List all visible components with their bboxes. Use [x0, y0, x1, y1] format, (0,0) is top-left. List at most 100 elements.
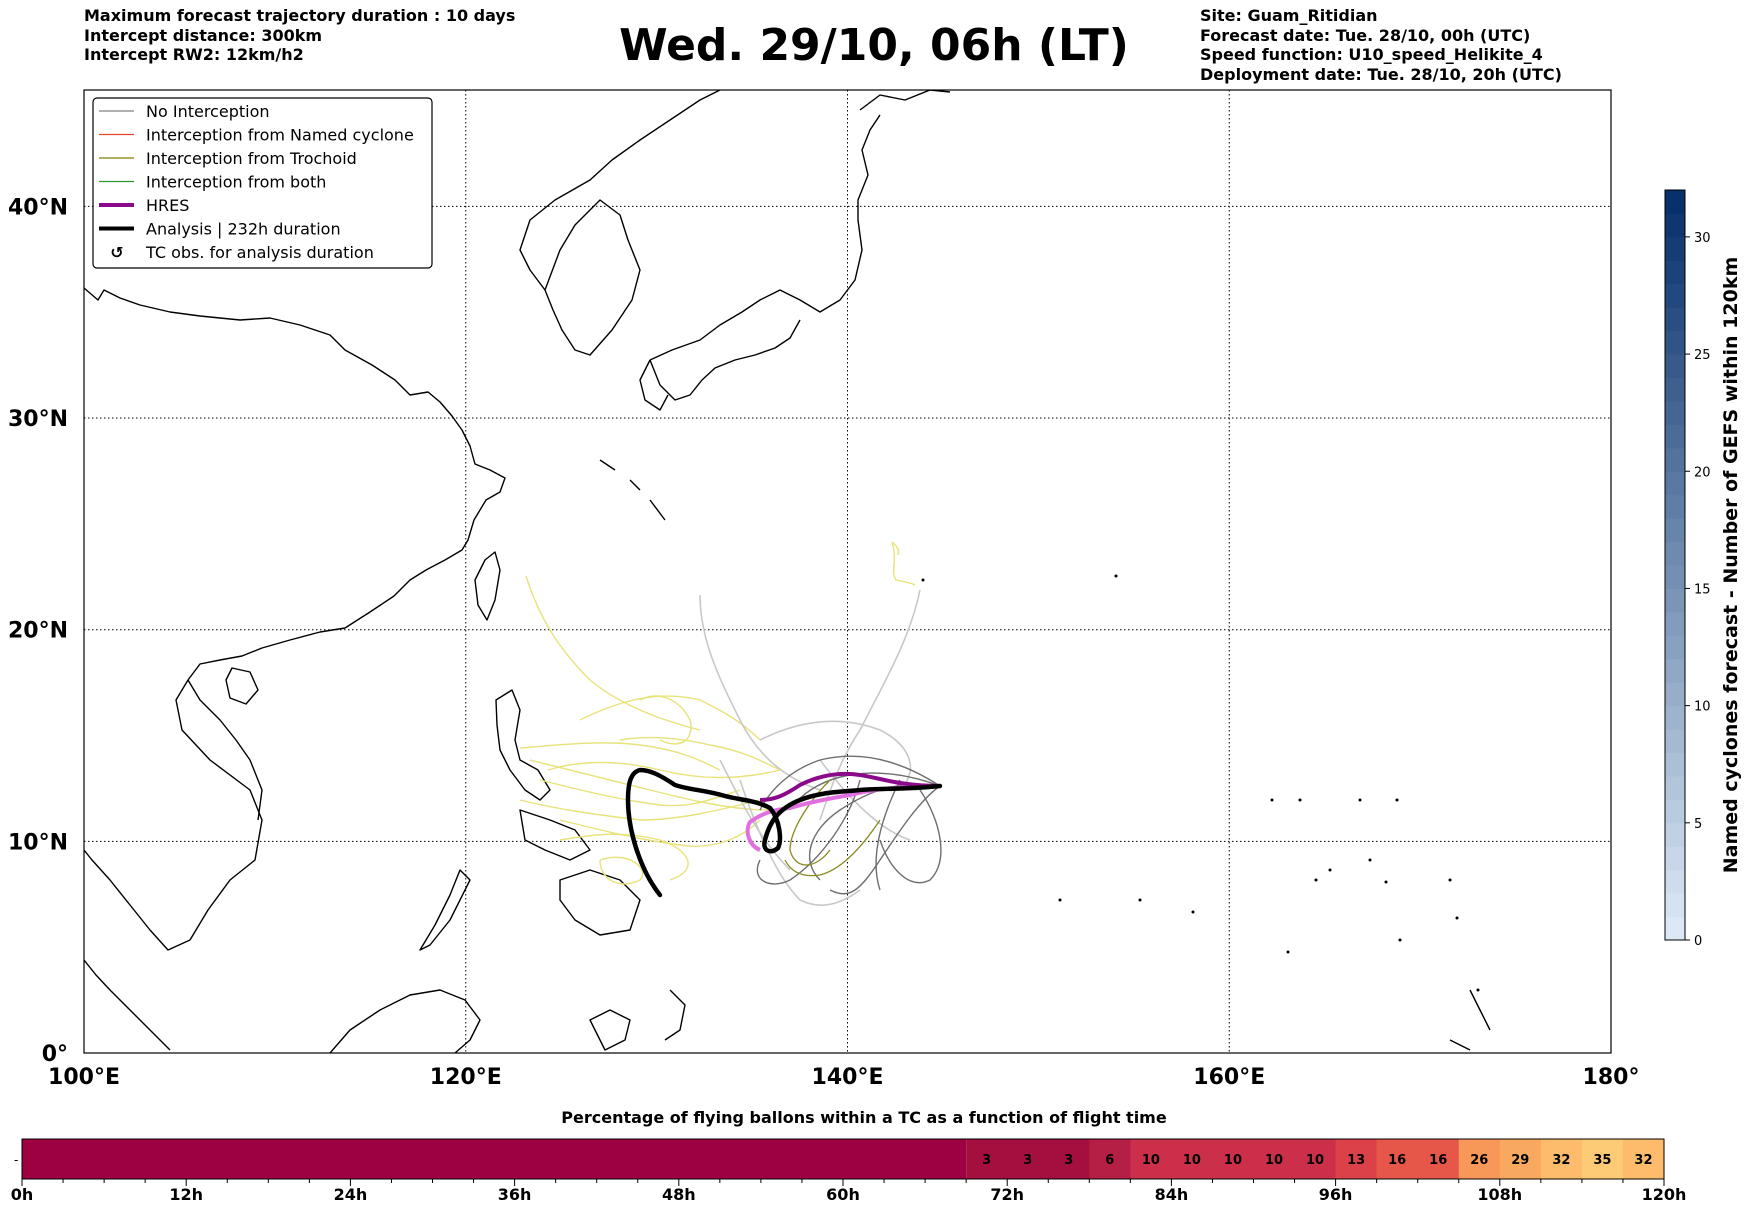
trajectory-tracks-yellow [519, 541, 916, 885]
colorbar-cell [1665, 799, 1685, 824]
flight-bar-segment [1089, 1139, 1131, 1179]
longitude-tick-label: 100°E [48, 1065, 120, 1090]
flight-bar-segment-label: 16 [1388, 1153, 1406, 1168]
header-right: Site: Guam_Ritidian Forecast date: Tue. … [1200, 6, 1562, 84]
coastline-visayas [519, 809, 591, 861]
colorbar-cell [1665, 635, 1685, 660]
colorbar-cell [1665, 307, 1685, 332]
legend-label: Interception from both [146, 173, 326, 192]
flight-bar-segment-label: 6 [1105, 1153, 1114, 1168]
flight-bar-segment-label: 26 [1470, 1153, 1488, 1168]
hres-track-main [759, 771, 941, 802]
colorbar-cell [1665, 752, 1685, 777]
flight-bar-tick-label: 108h [1477, 1185, 1522, 1204]
colorbar-cell [1665, 658, 1685, 683]
flight-bar-ytick: - [14, 1153, 18, 1167]
flight-bar-segment [1007, 1139, 1049, 1179]
longitude-tick-labels: 100°E 120°E 140°E 160°E 180° [48, 1065, 1639, 1090]
colorbar-cell [1665, 518, 1685, 543]
colorbar-tick-label: 0 [1694, 934, 1702, 949]
colorbar-tick-label: 20 [1694, 465, 1711, 480]
flight-bar-segment-label: 16 [1429, 1153, 1447, 1168]
coastline-china [84, 287, 506, 681]
coastline-taiwan [474, 551, 501, 621]
site-text: Site: Guam_Ritidian [1200, 6, 1378, 25]
intercept-rw2-text: Intercept RW2: 12km/h2 [84, 45, 304, 64]
flight-bar-segment-label: 32 [1552, 1153, 1570, 1168]
latitude-tick-label: 0° [42, 1042, 68, 1067]
flight-bar-segment-label: 10 [1183, 1153, 1201, 1168]
coastline-korea [544, 199, 641, 356]
coastline-halmahera [664, 989, 686, 1041]
max-duration-text: Maximum forecast trajectory duration : 1… [84, 6, 516, 25]
legend-label: TC obs. for analysis duration [145, 243, 374, 262]
flight-bar-tick-label: 96h [1319, 1185, 1353, 1204]
map-frame [83, 89, 1612, 1054]
map-area [84, 90, 1611, 1053]
coastline-new-guinea [1449, 989, 1491, 1051]
flight-bar-segment-label: 32 [1634, 1153, 1652, 1168]
coastline-japan-south [649, 319, 801, 401]
forecast-date-text: Forecast date: Tue. 28/10, 00h (UTC) [1200, 25, 1531, 45]
coastline-indochina [84, 679, 263, 951]
colorbar-cell [1665, 400, 1685, 425]
colorbar-cell [1665, 283, 1685, 308]
colorbar-cell [1665, 775, 1685, 800]
legend-label: Analysis | 232h duration [146, 220, 341, 239]
flight-bar-segment-label: 3 [1064, 1153, 1073, 1168]
flight-bar-segment-label: 3 [1023, 1153, 1032, 1168]
colorbar-tick-label: 30 [1694, 231, 1711, 246]
flight-bar-segment [966, 1139, 1008, 1179]
flight-bar-segment [1130, 1139, 1172, 1179]
coastline-mindanao [559, 869, 641, 936]
flight-bar-tick-label: 84h [1155, 1185, 1189, 1204]
flight-bar-segment [1376, 1139, 1419, 1179]
flight-bar-tick-label: 36h [498, 1185, 532, 1204]
coastline-indochina-east [187, 679, 263, 821]
colorbar-cell [1665, 611, 1685, 636]
flight-bar-segment [1253, 1139, 1296, 1179]
flight-bar-segment-label: 29 [1511, 1153, 1529, 1168]
colorbar-cell [1665, 260, 1685, 285]
colorbar-cell [1665, 471, 1685, 496]
colorbar-tick-label: 10 [1694, 700, 1711, 715]
colorbar-frame [1664, 189, 1686, 941]
flight-bar-title: Percentage of flying ballons within a TC… [561, 1108, 1167, 1127]
coastline-borneo [329, 989, 481, 1053]
flight-bar-segment-label: 10 [1265, 1153, 1283, 1168]
legend-label: Interception from Trochoid [146, 149, 357, 168]
gridlines [84, 90, 1611, 1053]
coastline-ryukyu [599, 459, 666, 521]
colorbar-cell [1665, 869, 1685, 894]
flight-bar-segment [1540, 1139, 1583, 1179]
colorbar-cell [1665, 729, 1685, 753]
colorbar-cell [1665, 190, 1685, 214]
longitude-tick-label: 160°E [1193, 1065, 1265, 1090]
coastlines [84, 90, 1491, 1053]
coastline-japan-honshu [649, 114, 881, 361]
named-cyclones-colorbar: 0 5 10 15 20 25 30 Named cyclones forecast - N… [1664, 189, 1742, 949]
deployment-date-text: Deployment date: Tue. 28/10, 20h (UTC) [1200, 64, 1562, 84]
coastline-palawan [419, 869, 471, 951]
flight-bar-segment [1335, 1139, 1378, 1179]
flight-bar-segment-label: 13 [1347, 1153, 1365, 1168]
latitude-tick-label: 30°N [8, 407, 68, 432]
latitude-tick-label: 40°N [8, 195, 68, 220]
speed-function-text: Speed function: U10_speed_Helikite_4 [1200, 45, 1543, 64]
colorbar-cell [1665, 682, 1685, 707]
legend-box [92, 97, 433, 269]
latitude-tick-label: 10°N [8, 830, 68, 855]
flight-time-bar: 3 3 3 6 10 10 10 10 10 13 16 16 26 29 32 35 32 0h 12h 24h 3… [11, 1138, 1686, 1204]
flight-bar-segment [1048, 1139, 1090, 1179]
colorbar-cell [1665, 705, 1685, 730]
colorbar-cell [1665, 588, 1685, 613]
latitude-tick-labels: 0° 10°N 20°N 30°N 40°N [8, 195, 68, 1067]
flight-bar-segment [1499, 1139, 1542, 1179]
flight-bar-segment [1171, 1139, 1213, 1179]
flight-bar-tick-label: 60h [826, 1185, 860, 1204]
colorbar-cell [1665, 213, 1685, 238]
colorbar-tick-label: 15 [1694, 582, 1711, 597]
longitude-tick-label: 140°E [812, 1065, 884, 1090]
latitude-tick-label: 20°N [8, 619, 68, 644]
flight-bar-base-segment [22, 1139, 967, 1179]
